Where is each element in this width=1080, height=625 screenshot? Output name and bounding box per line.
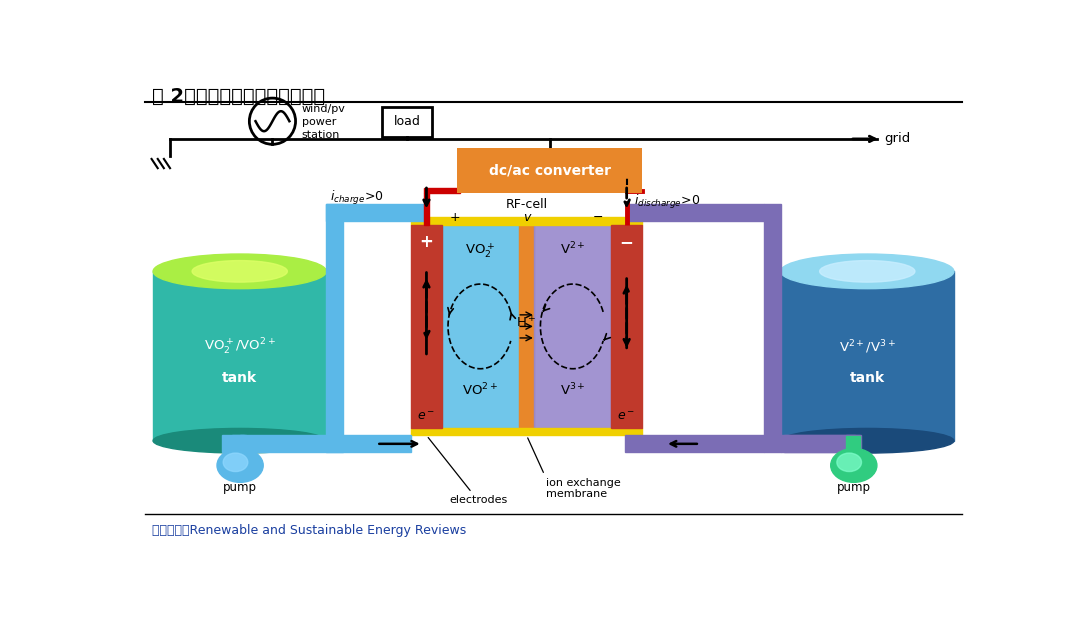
Text: $\mathrm{H^+}$: $\mathrm{H^+}$ xyxy=(516,315,537,330)
Ellipse shape xyxy=(820,261,915,282)
Text: $e^-$: $e^-$ xyxy=(417,409,435,422)
Text: dc/ac converter: dc/ac converter xyxy=(488,164,610,177)
Text: RF-cell: RF-cell xyxy=(505,198,548,211)
Bar xyxy=(764,204,781,452)
Text: ion exchange
membrane: ion exchange membrane xyxy=(528,438,621,499)
Bar xyxy=(232,436,246,452)
Text: station: station xyxy=(301,130,340,140)
Text: −: − xyxy=(620,233,634,251)
Bar xyxy=(626,204,764,221)
Bar xyxy=(457,148,642,192)
Text: tank: tank xyxy=(850,371,885,384)
Bar xyxy=(781,436,855,452)
Ellipse shape xyxy=(153,254,326,289)
Text: $\mathrm{V^{2+}}$: $\mathrm{V^{2+}}$ xyxy=(559,241,585,258)
Text: tank: tank xyxy=(222,371,257,384)
Text: pump: pump xyxy=(837,481,870,494)
Text: $i_{charge}$>0: $i_{charge}$>0 xyxy=(330,189,384,208)
Text: +: + xyxy=(419,233,433,251)
Bar xyxy=(153,271,326,441)
Bar xyxy=(781,271,954,441)
Text: 数据来源：Renewable and Sustainable Energy Reviews: 数据来源：Renewable and Sustainable Energy Re… xyxy=(151,524,465,537)
Text: $\mathrm{V^{2+}/V^{3+}}$: $\mathrm{V^{2+}/V^{3+}}$ xyxy=(839,338,895,356)
Ellipse shape xyxy=(192,261,287,282)
Bar xyxy=(222,436,244,452)
Bar xyxy=(411,217,642,225)
Text: $\mathrm{VO_2^+/VO^{2+}}$: $\mathrm{VO_2^+/VO^{2+}}$ xyxy=(204,337,275,357)
Bar xyxy=(411,225,442,428)
Text: $i_{discharge}$>0: $i_{discharge}$>0 xyxy=(634,193,701,211)
Bar xyxy=(325,204,342,452)
Text: v: v xyxy=(523,211,530,224)
Ellipse shape xyxy=(781,428,954,453)
Bar xyxy=(846,436,860,452)
Bar xyxy=(442,225,518,428)
Text: −: − xyxy=(593,211,604,224)
Bar xyxy=(325,436,411,452)
Text: $\mathrm{VO_2^+}$: $\mathrm{VO_2^+}$ xyxy=(465,241,496,260)
Ellipse shape xyxy=(153,428,326,453)
Bar xyxy=(784,436,862,452)
Text: pump: pump xyxy=(224,481,257,494)
Text: $\mathrm{V^{3+}}$: $\mathrm{V^{3+}}$ xyxy=(559,382,585,398)
Text: +: + xyxy=(449,211,460,224)
Ellipse shape xyxy=(781,254,954,289)
Bar xyxy=(846,436,860,451)
Text: wind/pv: wind/pv xyxy=(301,104,346,114)
Bar xyxy=(240,449,246,456)
Ellipse shape xyxy=(217,449,264,482)
Bar xyxy=(382,107,432,137)
Bar xyxy=(611,225,642,428)
Ellipse shape xyxy=(837,453,862,471)
Ellipse shape xyxy=(831,449,877,482)
Text: power: power xyxy=(301,117,336,127)
Bar xyxy=(424,188,460,192)
Bar xyxy=(232,436,246,451)
Bar xyxy=(240,436,325,452)
Ellipse shape xyxy=(224,453,247,471)
Text: electrodes: electrodes xyxy=(428,438,508,506)
Text: 图 2：全钒液流电池的工作原理: 图 2：全钒液流电池的工作原理 xyxy=(151,86,325,106)
Text: grid: grid xyxy=(885,132,910,146)
Bar xyxy=(424,192,429,225)
Bar xyxy=(625,436,764,452)
Bar xyxy=(518,225,535,428)
Bar xyxy=(411,428,642,436)
Bar xyxy=(325,204,427,221)
Text: $e^-$: $e^-$ xyxy=(618,409,636,422)
Text: load: load xyxy=(394,116,420,129)
Bar xyxy=(535,225,611,428)
Text: $\mathrm{VO^{2+}}$: $\mathrm{VO^{2+}}$ xyxy=(462,382,498,398)
